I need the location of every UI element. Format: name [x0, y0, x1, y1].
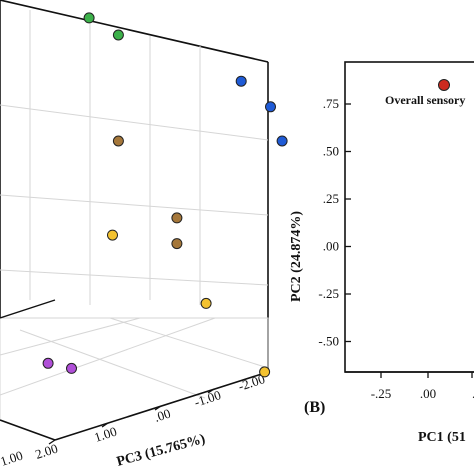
- x-tick-label: -.25: [371, 386, 392, 401]
- pc1-axis-line-front: [0, 419, 56, 441]
- pc3-tick-label: 2.00: [33, 441, 59, 462]
- pc3-tick-label: 1.00: [92, 424, 118, 445]
- data-point-series-3-0: [107, 229, 118, 241]
- data-point-series-1-1: [265, 101, 276, 113]
- pc3-axis-title: PC3 (15.765%): [115, 432, 207, 470]
- data-point-series-1-2: [276, 135, 288, 147]
- y-tick-label: -.50: [318, 334, 339, 349]
- data-point-series-0-1: [83, 12, 95, 24]
- pc3-axis-line: [54, 371, 269, 441]
- panel-b-frame: [344, 61, 474, 373]
- x-tick-label: .00: [420, 386, 436, 401]
- data-point-series-3-1: [200, 297, 212, 309]
- panel-b-x-axis-title: PC1 (51: [418, 430, 466, 445]
- floor: [0, 317, 269, 441]
- panel-b-y-ticks: .75 .50 .25 .00 -.25 -.50: [318, 96, 351, 349]
- data-point-series-3-2: [259, 366, 271, 378]
- y-tick-label: -.25: [318, 286, 339, 301]
- floor-front-left-edge: [0, 299, 56, 319]
- panel-b-2d-plot: .75 .50 .25 .00 -.25 -.50 -.25 .00 .25 PC2 (24.…: [289, 61, 474, 445]
- y-tick-label: .50: [323, 144, 339, 159]
- back-wall-top-edge: [0, 0, 269, 63]
- panel-a-points: [42, 12, 288, 378]
- y-tick-label: .75: [323, 96, 339, 111]
- panel-b-y-axis-title: PC2 (24.874%): [289, 211, 304, 302]
- back-wall: [0, 0, 269, 319]
- pc3-tick-label: .00: [152, 406, 172, 425]
- data-point-series-4-2: [66, 362, 77, 374]
- x-tick-label: .25: [472, 386, 474, 401]
- panel-a-3d-plot: 2.00 1.00 .00 -1.00 -2.00 1.00 PC3 (15.7…: [0, 0, 288, 470]
- y-tick-label: .00: [323, 239, 339, 254]
- back-wall-gridlines: [0, 10, 269, 305]
- panel-b-x-ticks: -.25 .00 .25: [371, 372, 474, 401]
- data-point-series-1-0: [235, 75, 247, 87]
- data-point-series-2-1: [171, 212, 183, 224]
- pc1-tick-label: 1.00: [0, 448, 25, 469]
- panel-b-label: (B): [304, 399, 325, 416]
- overall-sensory-label: Overall sensory: [385, 93, 465, 107]
- pc3-tick-label: -1.00: [192, 387, 222, 410]
- data-point-series-4-1: [42, 357, 54, 369]
- data-point-series-2-2: [171, 238, 183, 250]
- data-point-series-0-2: [112, 29, 124, 41]
- y-tick-label: .25: [323, 191, 339, 206]
- floor-gridlines: [0, 317, 269, 399]
- data-point-series-2-0: [112, 135, 124, 147]
- overall-sensory-point: [438, 79, 450, 91]
